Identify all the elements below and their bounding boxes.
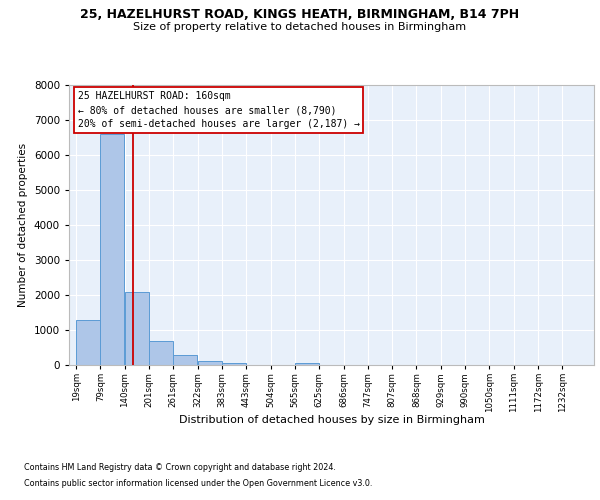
X-axis label: Distribution of detached houses by size in Birmingham: Distribution of detached houses by size … — [179, 415, 484, 425]
Bar — [222, 363, 246, 365]
Text: Contains public sector information licensed under the Open Government Licence v3: Contains public sector information licen… — [24, 478, 373, 488]
Bar — [76, 320, 100, 365]
Bar — [198, 361, 222, 365]
Text: Size of property relative to detached houses in Birmingham: Size of property relative to detached ho… — [133, 22, 467, 32]
Y-axis label: Number of detached properties: Number of detached properties — [18, 143, 28, 307]
Bar — [125, 292, 149, 365]
Bar — [295, 362, 319, 365]
Text: Contains HM Land Registry data © Crown copyright and database right 2024.: Contains HM Land Registry data © Crown c… — [24, 464, 336, 472]
Bar — [149, 340, 173, 365]
Text: 25 HAZELHURST ROAD: 160sqm
← 80% of detached houses are smaller (8,790)
20% of s: 25 HAZELHURST ROAD: 160sqm ← 80% of deta… — [77, 92, 359, 130]
Text: 25, HAZELHURST ROAD, KINGS HEATH, BIRMINGHAM, B14 7PH: 25, HAZELHURST ROAD, KINGS HEATH, BIRMIN… — [80, 8, 520, 20]
Bar — [173, 355, 197, 365]
Bar — [100, 134, 124, 365]
